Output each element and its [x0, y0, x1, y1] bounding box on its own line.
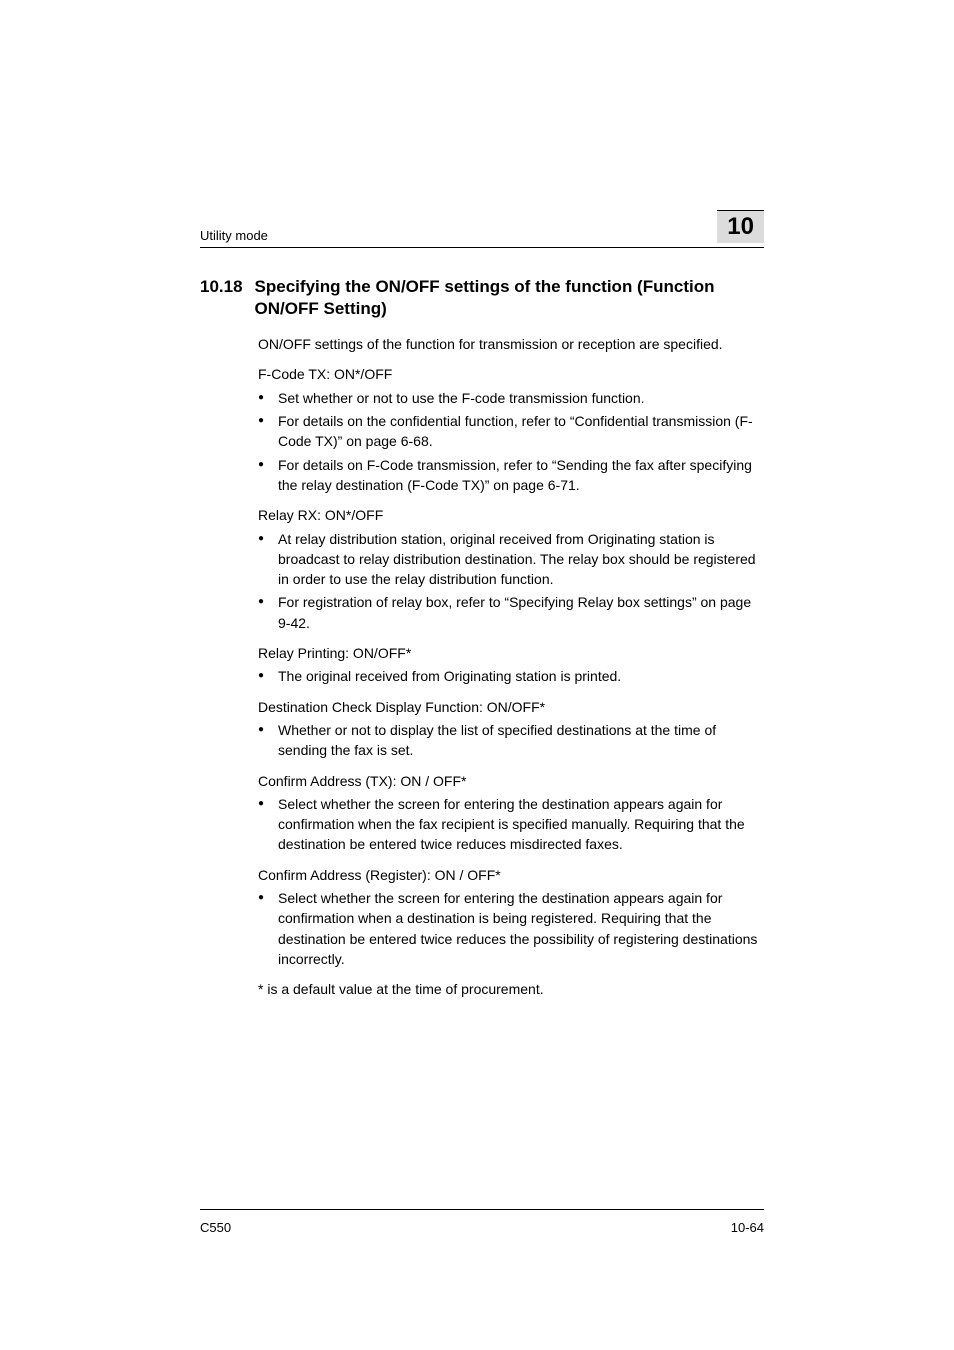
footer-model: C550 [200, 1220, 231, 1235]
relay-rx-heading: Relay RX: ON*/OFF [258, 505, 764, 525]
section-heading: 10.18 Specifying the ON/OFF settings of … [200, 276, 764, 320]
chapter-number: 10 [717, 210, 764, 243]
list-item: Select whether the screen for entering t… [258, 888, 764, 969]
intro-paragraph: ON/OFF settings of the function for tran… [258, 334, 764, 354]
dest-check-heading: Destination Check Display Function: ON/O… [258, 697, 764, 717]
relay-printing-heading: Relay Printing: ON/OFF* [258, 643, 764, 663]
page-footer: C550 10-64 [200, 1209, 764, 1235]
confirm-tx-heading: Confirm Address (TX): ON / OFF* [258, 771, 764, 791]
list-item: At relay distribution station, original … [258, 529, 764, 590]
fcode-tx-list: Set whether or not to use the F-code tra… [258, 388, 764, 495]
list-item: The original received from Originating s… [258, 666, 764, 686]
body-content: ON/OFF settings of the function for tran… [258, 334, 764, 999]
confirm-register-list: Select whether the screen for entering t… [258, 888, 764, 969]
footer-page-num: 10-64 [731, 1220, 764, 1235]
confirm-tx-list: Select whether the screen for entering t… [258, 794, 764, 855]
list-item: Whether or not to display the list of sp… [258, 720, 764, 761]
list-item: For details on F-Code transmission, refe… [258, 455, 764, 496]
running-head: Utility mode [200, 228, 268, 243]
dest-check-list: Whether or not to display the list of sp… [258, 720, 764, 761]
confirm-register-heading: Confirm Address (Register): ON / OFF* [258, 865, 764, 885]
relay-printing-list: The original received from Originating s… [258, 666, 764, 686]
page-header: Utility mode 10 [200, 210, 764, 248]
default-note: * is a default value at the time of proc… [258, 979, 764, 999]
list-item: For registration of relay box, refer to … [258, 592, 764, 633]
list-item: Set whether or not to use the F-code tra… [258, 388, 764, 408]
fcode-tx-heading: F-Code TX: ON*/OFF [258, 364, 764, 384]
section-title: Specifying the ON/OFF settings of the fu… [255, 276, 764, 320]
page-container: Utility mode 10 10.18 Specifying the ON/… [0, 0, 954, 1350]
section-number: 10.18 [200, 277, 243, 297]
list-item: Select whether the screen for entering t… [258, 794, 764, 855]
relay-rx-list: At relay distribution station, original … [258, 529, 764, 633]
list-item: For details on the confidential function… [258, 411, 764, 452]
